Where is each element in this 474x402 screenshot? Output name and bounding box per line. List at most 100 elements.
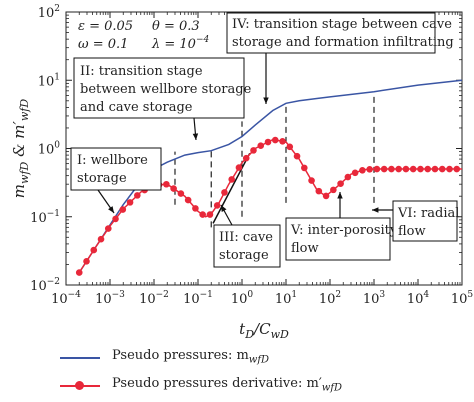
derivative-marker: [134, 192, 141, 199]
param-lambda: λ = 10−4: [151, 35, 209, 52]
annotation-stage-i-text-0: I: wellbore: [77, 153, 148, 168]
derivative-marker: [453, 165, 461, 173]
y-tick-label: 102: [38, 4, 60, 21]
param-epsilon: ε = 0.05: [78, 19, 133, 34]
legend: Pseudo pressures: mwfD Pseudo pressures …: [60, 344, 460, 400]
derivative-marker: [97, 235, 105, 243]
annotation-stage-iv-text-1: storage and formation infiltrating: [232, 35, 454, 50]
derivative-marker: [337, 180, 344, 187]
y-tick-label: 10−2: [30, 277, 60, 294]
y-tick-label: 100: [38, 141, 61, 158]
derivative-marker: [257, 142, 265, 150]
x-tick-label: 10−1: [183, 290, 213, 307]
derivative-marker: [235, 164, 243, 171]
param-theta: θ = 0.3: [152, 19, 200, 34]
derivative-marker: [308, 177, 315, 184]
annotation-stage-vi-text-0: VI: radial: [397, 206, 459, 221]
annotation-stage-ii-arrowhead: [192, 133, 199, 140]
derivative-marker: [279, 137, 286, 145]
derivative-marker: [163, 180, 170, 188]
derivative-marker: [112, 215, 119, 223]
derivative-marker: [438, 165, 446, 173]
x-axis-title: tD/CwD: [239, 320, 289, 341]
annotation-stage-iii-text-0: III: cave: [219, 230, 273, 245]
derivative-marker: [322, 192, 330, 200]
series-derivative-line: [78, 138, 462, 274]
annotation-stage-iv-arrowhead: [263, 97, 269, 104]
derivative-marker: [366, 166, 373, 173]
annotation-stage-vi-box: [392, 200, 458, 242]
x-tick-label: 101: [275, 290, 297, 307]
legend-label-derivative: Pseudo pressures derivative: m′wfD: [112, 376, 343, 394]
derivative-marker: [184, 196, 192, 204]
annotation-stage-vi-arrowhead: [372, 207, 379, 213]
derivative-marker: [424, 165, 432, 173]
annotation-stage-ii-box: [73, 57, 245, 119]
annotation-stage-iii-box: [213, 224, 281, 268]
derivative-marker: [271, 136, 279, 144]
derivative-marker: [395, 165, 402, 173]
derivative-marker: [417, 165, 424, 173]
derivative-marker: [242, 154, 250, 162]
derivative-marker: [330, 186, 337, 194]
x-tick-label: 10−4: [51, 290, 81, 307]
x-tick-label: 105: [451, 290, 474, 307]
derivative-marker: [228, 176, 236, 183]
y-tick-label: 101: [38, 72, 60, 89]
derivative-marker: [380, 165, 388, 173]
annotation-stage-v-text-1: flow: [291, 241, 319, 256]
derivative-marker: [83, 258, 90, 265]
x-tick-label: 104: [407, 290, 430, 307]
derivative-marker: [388, 165, 395, 173]
derivative-marker: [177, 190, 185, 197]
derivative-marker: [221, 189, 228, 196]
derivative-marker: [301, 164, 308, 172]
derivative-marker: [402, 165, 410, 173]
y-tick-label: 10−1: [30, 209, 60, 226]
y-axis-title: mwfD & m′wfD: [10, 99, 31, 199]
annotation-stage-v-box: [285, 217, 391, 261]
derivative-marker: [75, 269, 83, 276]
annotation-stage-iv-text-0: IV: transition stage between cave: [232, 17, 452, 32]
x-tick-label: 102: [319, 290, 341, 307]
derivative-marker: [431, 165, 439, 173]
slope-guide-line: [212, 152, 251, 224]
x-tick-label: 10−2: [139, 290, 169, 307]
annotation-stage-i-arrowhead: [108, 206, 114, 213]
annotation-stage-iii-text-1: storage: [219, 248, 269, 263]
derivative-marker: [315, 187, 323, 195]
x-tick-label: 10−3: [95, 290, 125, 307]
derivative-marker: [344, 173, 352, 181]
x-tick-label: 100: [231, 290, 254, 307]
annotation-stage-iii-arrowhead: [221, 205, 227, 212]
annotation-stage-i-text-1: storage: [77, 171, 127, 186]
legend-marker-derivative: [75, 381, 84, 390]
annotation-stage-ii-text-2: and cave storage: [80, 100, 193, 115]
derivative-marker: [351, 169, 359, 177]
legend-label-pressure: Pseudo pressures: mwfD: [112, 348, 270, 366]
annotation-stage-ii-text-0: II: transition stage: [80, 64, 203, 79]
chart: 10−4 10−3 10−2 10−1 100 101 102 103 104 105 10−2 10…: [10, 4, 474, 341]
annotation-stage-i-box: [70, 147, 162, 191]
series-pressure-line: [78, 79, 463, 274]
derivative-marker: [286, 143, 294, 151]
derivative-marker: [293, 152, 301, 160]
derivative-marker: [104, 225, 112, 232]
derivative-marker: [199, 211, 206, 218]
annotation-stage-iv-box: [226, 12, 436, 54]
derivative-marker: [250, 147, 257, 154]
derivative-marker: [90, 246, 98, 254]
annotation-stage-ii-text-1: between wellbore storage: [80, 82, 252, 97]
derivative-marker: [446, 165, 453, 173]
annotation-stage-v-text-0: V: inter-porosity: [290, 223, 398, 238]
legend-item-pressure: Pseudo pressures: mwfD: [60, 344, 460, 372]
derivative-marker: [264, 138, 272, 146]
annotation-stage-v-arrowhead: [337, 192, 343, 199]
derivative-marker: [373, 165, 381, 173]
derivative-marker: [359, 166, 366, 174]
derivative-marker: [170, 185, 177, 192]
x-tick-label: 103: [363, 290, 386, 307]
param-omega: ω = 0.1: [78, 37, 128, 52]
derivative-marker: [206, 211, 214, 218]
legend-line-pressure: [60, 357, 100, 359]
